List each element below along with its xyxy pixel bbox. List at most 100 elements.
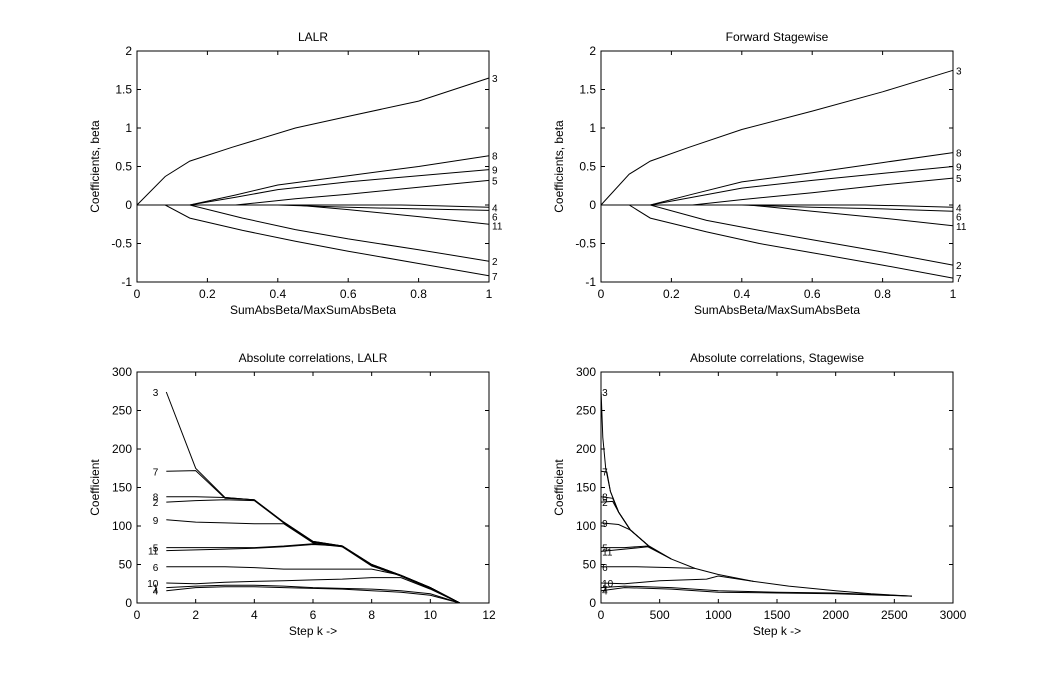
series-label: 8 — [153, 493, 159, 504]
series-label: 1 — [153, 584, 159, 595]
y-tick-label: -0.5 — [575, 237, 596, 251]
x-tick-label: 0.2 — [663, 287, 680, 301]
series-label: 2 — [602, 498, 608, 509]
x-axis-label: Step k -> — [753, 624, 801, 638]
series-line-8 — [601, 152, 954, 206]
y-tick-label: 100 — [576, 519, 596, 533]
axes-box — [600, 50, 954, 283]
y-tick-label: 150 — [576, 481, 596, 495]
series-line-3 — [600, 391, 912, 597]
x-tick-label: 0.8 — [410, 287, 427, 301]
x-tick-label: 3000 — [940, 608, 967, 622]
x-tick-label: 1 — [950, 287, 957, 301]
series-label: 7 — [492, 272, 498, 283]
x-tick-label: 1 — [486, 287, 493, 301]
series-line-4 — [166, 586, 460, 604]
series-label: 8 — [602, 493, 608, 504]
series-label: 4 — [602, 587, 608, 598]
series-line-1 — [601, 585, 912, 597]
series-label: 11 — [148, 547, 159, 558]
chart-panel-1: 0 0.2 0.4 0.6 0.8 1 -1 -0.5 0 0.5 1 1.5 2 LALR SumAbsB… — [88, 30, 503, 317]
series-line-6 — [601, 566, 695, 569]
y-tick-label: 150 — [112, 481, 132, 495]
axes-box — [136, 50, 490, 283]
series-label: 3 — [153, 388, 159, 399]
series-label: 7 — [153, 467, 159, 478]
series-label: 6 — [956, 212, 962, 223]
axes-box — [136, 371, 490, 604]
y-tick-label: 1.5 — [115, 83, 132, 97]
series-line-5 — [137, 179, 490, 206]
chart-title: LALR — [298, 30, 328, 44]
y-tick-label: -1 — [585, 275, 596, 289]
y-tick-label: 250 — [576, 404, 596, 418]
y-axis-label: Coefficients, beta — [88, 120, 102, 213]
y-tick-label: 0 — [125, 596, 132, 610]
y-tick-label: 0 — [125, 198, 132, 212]
series-label: 11 — [602, 547, 613, 558]
series-line-7 — [137, 204, 490, 277]
x-axis-label: SumAbsBeta/MaxSumAbsBeta — [230, 303, 396, 317]
series-line-9 — [166, 519, 460, 604]
x-tick-label: 1000 — [705, 608, 732, 622]
x-axis-label: Step k -> — [289, 624, 337, 638]
series-line-4 — [601, 587, 912, 597]
series-label: 10 — [602, 579, 614, 590]
series-label: 6 — [153, 563, 159, 574]
y-tick-label: 2 — [125, 44, 132, 58]
x-tick-label: 4 — [251, 608, 258, 622]
y-tick-label: 0 — [589, 596, 596, 610]
series-label: 6 — [602, 563, 608, 574]
series-line-10 — [166, 577, 460, 604]
y-tick-label: 1 — [125, 121, 132, 135]
series-line-9 — [601, 522, 649, 546]
series-label: 2 — [153, 498, 159, 509]
series-label: 5 — [492, 176, 498, 187]
series-label: 5 — [602, 544, 608, 555]
series-line-7 — [601, 204, 954, 279]
y-axis-label: Coefficients, beta — [552, 120, 566, 213]
x-tick-label: 0 — [134, 608, 141, 622]
y-tick-label: 300 — [576, 365, 596, 379]
y-tick-label: 50 — [583, 558, 597, 572]
y-axis-label: Coefficient — [552, 459, 566, 516]
y-tick-label: 200 — [576, 442, 596, 456]
series-line-5 — [601, 177, 954, 206]
series-label: 8 — [956, 149, 962, 160]
y-tick-label: 1.5 — [579, 83, 596, 97]
x-tick-label: 0 — [598, 287, 605, 301]
x-axis-label: SumAbsBeta/MaxSumAbsBeta — [694, 303, 860, 317]
chart-title: Absolute correlations, LALR — [239, 351, 388, 365]
series-label: 9 — [492, 166, 498, 177]
x-tick-label: 0.4 — [733, 287, 750, 301]
series-label: 4 — [153, 587, 159, 598]
series-line-10 — [601, 575, 754, 585]
y-tick-label: -1 — [121, 275, 132, 289]
series-label: 3 — [602, 388, 608, 399]
chart-panel-2: 0 0.2 0.4 0.6 0.8 1 -1 -0.5 0 0.5 1 1.5 2 Forward Sta… — [552, 30, 967, 317]
x-tick-label: 2000 — [822, 608, 849, 622]
series-line-2 — [137, 204, 490, 262]
y-axis-label: Coefficient — [88, 459, 102, 516]
series-line-9 — [601, 166, 954, 206]
series-label: 3 — [492, 74, 498, 85]
x-tick-label: 0 — [134, 287, 141, 301]
y-tick-label: 2 — [589, 44, 596, 58]
x-tick-label: 0.6 — [804, 287, 821, 301]
y-tick-label: 50 — [119, 558, 133, 572]
series-label: 3 — [956, 66, 962, 77]
x-tick-label: 12 — [482, 608, 496, 622]
x-tick-label: 0 — [598, 608, 605, 622]
series-line-9 — [137, 169, 490, 206]
chart-panel-4: 0 500 1000 1500 2000 2500 3000 0 50 100 150 200 250 3… — [552, 351, 967, 638]
series-label: 7 — [602, 467, 608, 478]
series-label: 5 — [956, 174, 962, 185]
series-label: 11 — [956, 222, 967, 233]
series-line-6 — [166, 566, 460, 604]
series-label: 9 — [153, 516, 159, 527]
chart-title: Absolute correlations, Stagewise — [690, 351, 864, 365]
series-label: 4 — [492, 203, 498, 214]
x-tick-label: 1500 — [764, 608, 791, 622]
y-tick-label: 200 — [112, 442, 132, 456]
